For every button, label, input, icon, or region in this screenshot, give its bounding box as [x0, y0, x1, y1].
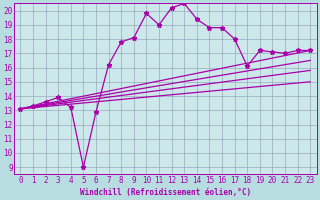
X-axis label: Windchill (Refroidissement éolien,°C): Windchill (Refroidissement éolien,°C)	[80, 188, 251, 197]
